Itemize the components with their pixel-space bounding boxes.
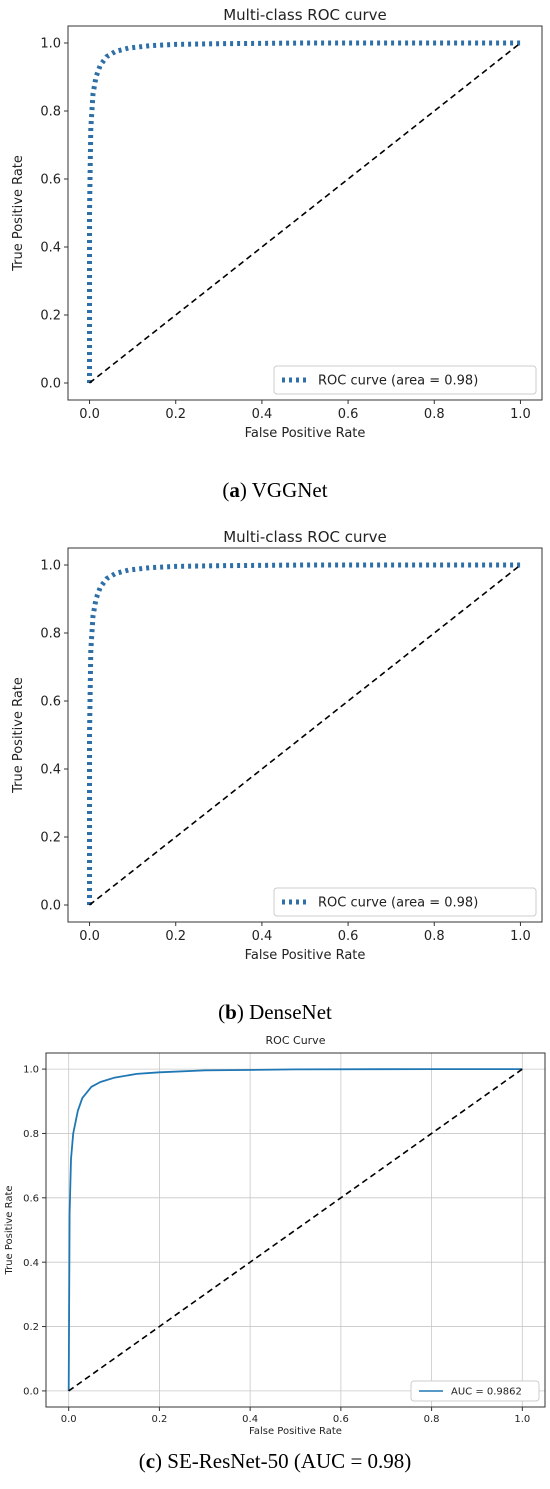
legend-label: AUC = 0.9862 <box>451 1387 522 1398</box>
legend-label: ROC curve (area = 0.98) <box>318 896 478 911</box>
x-tick-label: 0.0 <box>79 929 100 944</box>
y-tick-label: 1.0 <box>23 1065 39 1076</box>
x-tick-label: 0.0 <box>61 1414 77 1425</box>
y-tick-label: 0.4 <box>23 1258 39 1269</box>
x-axis-label: False Positive Rate <box>245 426 366 441</box>
legend-box <box>410 1380 540 1402</box>
chart-title: Multi-class ROC curve <box>223 528 387 546</box>
chance-diagonal-line <box>89 564 521 906</box>
x-tick-label: 0.4 <box>252 407 273 422</box>
y-tick-label: 0.2 <box>40 831 61 846</box>
x-tick-label: 0.2 <box>151 1414 167 1425</box>
plot-frame <box>45 1052 546 1408</box>
plot-frame <box>67 25 543 401</box>
x-tick-label: 0.6 <box>338 407 359 422</box>
x-axis-label: False Positive Rate <box>245 948 366 963</box>
y-tick-label: 0.0 <box>40 377 61 392</box>
y-tick-label: 0.8 <box>40 105 61 120</box>
roc-curve-line <box>87 40 521 383</box>
legend-box <box>273 887 537 917</box>
chart-title: Multi-class ROC curve <box>223 6 387 24</box>
y-tick-label: 0.6 <box>40 173 61 188</box>
x-tick-label: 1.0 <box>510 407 531 422</box>
y-tick-label: 0.2 <box>23 1322 39 1333</box>
legend-label: ROC curve (area = 0.98) <box>318 374 478 389</box>
x-tick-label: 0.8 <box>424 929 445 944</box>
x-tick-label: 0.4 <box>252 929 273 944</box>
chance-diagonal-line <box>89 42 521 384</box>
y-tick-label: 0.4 <box>40 241 61 256</box>
y-tick-label: 0.6 <box>23 1193 39 1204</box>
x-axis-label: False Positive Rate <box>249 1426 342 1437</box>
y-tick-label: 0.0 <box>23 1387 39 1398</box>
y-axis-label: True Positive Rate <box>4 1185 15 1275</box>
x-tick-label: 0.8 <box>424 407 445 422</box>
caption-densenet: (b) DenseNet <box>218 1000 332 1024</box>
chart-densenet: Multi-class ROC curve 0.0 0.2 0.4 0.6 0.8 1.0 0… <box>11 528 543 963</box>
y-axis-label: True Positive Rate <box>11 677 26 794</box>
plot-frame <box>67 547 543 923</box>
roc-curve-line <box>67 1068 523 1391</box>
y-tick-label: 1.0 <box>40 559 61 574</box>
roc-curve-line <box>87 562 521 905</box>
legend-box <box>273 365 537 395</box>
x-tick-label: 0.4 <box>242 1414 258 1425</box>
x-tick-label: 1.0 <box>510 929 531 944</box>
chart-se-resnet-50: ROC Curve 0.0 0.2 0.4 0.6 0.8 1.0 0.0 0.2 0.4 0.6 0… <box>4 1034 546 1437</box>
x-tick-label: 0.2 <box>165 407 186 422</box>
y-tick-label: 0.8 <box>40 627 61 642</box>
x-tick-label: 0.6 <box>338 929 359 944</box>
y-tick-label: 0.0 <box>40 899 61 914</box>
chance-diagonal-line <box>68 1068 523 1392</box>
y-tick-label: 0.2 <box>40 309 61 324</box>
y-tick-label: 0.8 <box>23 1129 39 1140</box>
y-tick-label: 1.0 <box>40 37 61 52</box>
x-tick-label: 0.0 <box>79 407 100 422</box>
y-axis-label: True Positive Rate <box>11 155 26 272</box>
x-tick-label: 0.8 <box>424 1414 440 1425</box>
caption-vggnet: (a) VGGNet <box>222 478 328 502</box>
x-tick-label: 0.2 <box>165 929 186 944</box>
chart-vggnet: Multi-class ROC curve 0.0 0.2 0.4 0.6 0.8 1.0 0… <box>11 6 543 441</box>
x-tick-label: 1.0 <box>514 1414 530 1425</box>
caption-se-resnet-50: (c) SE-ResNet-50 (AUC = 0.98) <box>138 1449 412 1473</box>
y-tick-label: 0.4 <box>40 763 61 778</box>
x-tick-label: 0.6 <box>333 1414 349 1425</box>
y-tick-label: 0.6 <box>40 695 61 710</box>
chart-title: ROC Curve <box>266 1034 326 1047</box>
